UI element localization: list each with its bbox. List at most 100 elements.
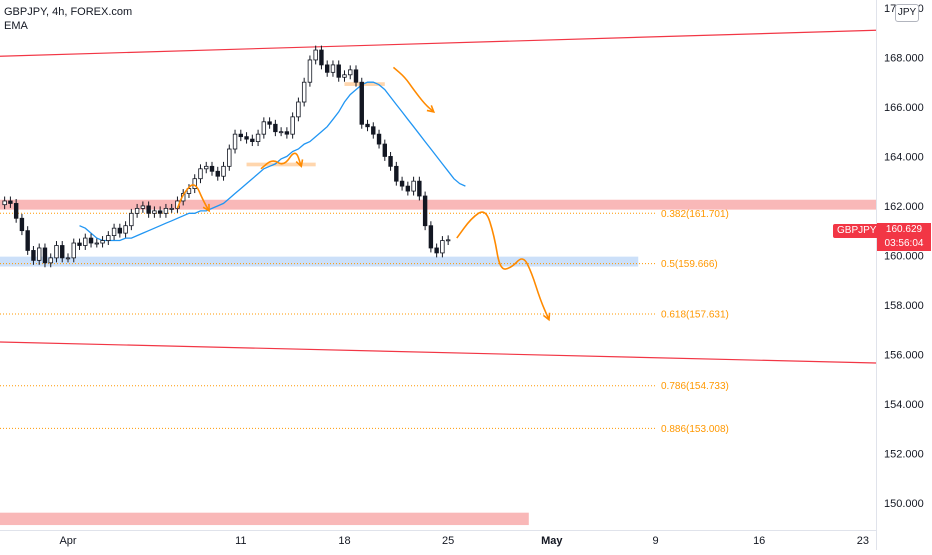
candle-body bbox=[417, 180, 422, 197]
candle-body bbox=[353, 69, 359, 83]
candle-body bbox=[77, 242, 82, 246]
candle-body bbox=[273, 123, 278, 133]
candle-body bbox=[198, 168, 203, 180]
candle-body bbox=[31, 250, 36, 261]
candle-body bbox=[422, 195, 428, 227]
candle-body bbox=[146, 205, 151, 214]
candle-body bbox=[117, 227, 123, 234]
x-tick-label: 18 bbox=[338, 535, 350, 547]
last-price-tag: 160.629 03:56:04 bbox=[877, 223, 931, 251]
candle-body bbox=[37, 247, 42, 261]
last-price: 160.629 bbox=[885, 224, 923, 235]
ema-line bbox=[79, 81, 466, 242]
indicator-label: EMA bbox=[4, 20, 28, 32]
y-tick-label: 152.000 bbox=[884, 448, 924, 460]
chart-legend: GBPJPY, 4h, FOREX.com EMA bbox=[4, 5, 132, 33]
projection-arrowhead-0 bbox=[202, 203, 210, 213]
candle-body bbox=[163, 207, 169, 214]
candle-body bbox=[204, 165, 209, 170]
symbol-title: GBPJPY, 4h, FOREX.com bbox=[4, 6, 133, 18]
candle-body bbox=[255, 133, 261, 142]
candle-body bbox=[25, 230, 30, 251]
x-tick-label: May bbox=[541, 535, 563, 547]
candle-body bbox=[54, 245, 59, 259]
candle-body bbox=[330, 64, 336, 73]
candle-body bbox=[8, 200, 13, 204]
y-tick-label: 166.000 bbox=[884, 102, 924, 114]
candle-body bbox=[238, 133, 243, 138]
candle-body bbox=[365, 123, 370, 128]
candle-body bbox=[123, 225, 128, 234]
projection-arrow-3 bbox=[456, 211, 550, 321]
price-axis-separator bbox=[876, 0, 877, 550]
candle-body bbox=[232, 133, 238, 150]
symbol-price-label: GBPJPY bbox=[833, 224, 881, 238]
candle-body bbox=[129, 212, 134, 227]
projection-arrowhead-1 bbox=[295, 159, 304, 168]
fib-level-label: 0.786(154.733) bbox=[661, 381, 729, 392]
candle-body bbox=[192, 178, 197, 189]
candle-body bbox=[94, 242, 99, 245]
y-tick-label: 158.000 bbox=[884, 300, 924, 312]
candle-body bbox=[290, 116, 295, 135]
x-tick-label: 23 bbox=[857, 535, 869, 547]
candle-body bbox=[428, 225, 434, 249]
bar-countdown: 03:56:04 bbox=[884, 238, 924, 249]
candle-body bbox=[296, 101, 301, 118]
candle-body bbox=[284, 131, 290, 135]
candle-body bbox=[399, 180, 405, 187]
projection-arrow-0 bbox=[176, 184, 210, 212]
candle-body bbox=[209, 165, 215, 172]
projection-arrow-1 bbox=[260, 152, 303, 170]
candle-body bbox=[319, 49, 324, 66]
candle-body bbox=[301, 81, 307, 103]
candle-body bbox=[267, 121, 272, 125]
candle-body bbox=[48, 257, 53, 264]
y-tick-label: 162.000 bbox=[884, 201, 924, 213]
candle-body bbox=[186, 188, 192, 194]
projection-arrow-2 bbox=[392, 66, 435, 113]
candle-body bbox=[261, 121, 267, 135]
candle-body bbox=[244, 136, 249, 140]
candle-body bbox=[215, 170, 220, 177]
y-tick-label: 164.000 bbox=[884, 151, 924, 163]
candle-body bbox=[227, 148, 232, 167]
currency-badge[interactable]: JPY bbox=[895, 4, 919, 22]
candle-body bbox=[388, 156, 393, 167]
candle-body bbox=[134, 207, 140, 214]
candle-body bbox=[140, 205, 146, 209]
y-tick-label: 168.000 bbox=[884, 52, 924, 64]
fib-level-label: 0.886(153.008) bbox=[661, 424, 729, 435]
y-tick-label: 154.000 bbox=[884, 399, 924, 411]
candle-body bbox=[19, 217, 25, 232]
x-tick-label: 9 bbox=[652, 535, 658, 547]
candle-body bbox=[405, 185, 411, 192]
candle-body bbox=[111, 227, 117, 237]
zone-red-2 bbox=[0, 512, 529, 526]
candle-body bbox=[394, 165, 399, 182]
trendline-0 bbox=[0, 29, 877, 57]
candle-body bbox=[445, 239, 451, 242]
candle-body bbox=[411, 180, 416, 192]
candle-body bbox=[71, 242, 76, 259]
projection-arrowhead-3 bbox=[542, 312, 551, 322]
candle-body bbox=[169, 207, 174, 210]
candle-body bbox=[348, 69, 353, 76]
y-tick-label: 160.000 bbox=[884, 250, 924, 262]
trendline-1 bbox=[0, 341, 877, 364]
candle-body bbox=[88, 237, 94, 244]
candle-body bbox=[371, 126, 376, 135]
x-tick-label: Apr bbox=[59, 535, 76, 547]
y-tick-label: 156.000 bbox=[884, 349, 924, 361]
x-tick-label: 25 bbox=[442, 535, 454, 547]
candle-body bbox=[221, 165, 226, 177]
candle-body bbox=[106, 235, 111, 241]
fib-level-label: 0.618(157.631) bbox=[661, 310, 729, 321]
candle-body bbox=[382, 143, 387, 157]
x-tick-label: 11 bbox=[235, 535, 246, 547]
fib-level-label: 0.382(161.701) bbox=[661, 209, 729, 220]
candle-body bbox=[2, 200, 7, 206]
candle-body bbox=[313, 49, 318, 61]
